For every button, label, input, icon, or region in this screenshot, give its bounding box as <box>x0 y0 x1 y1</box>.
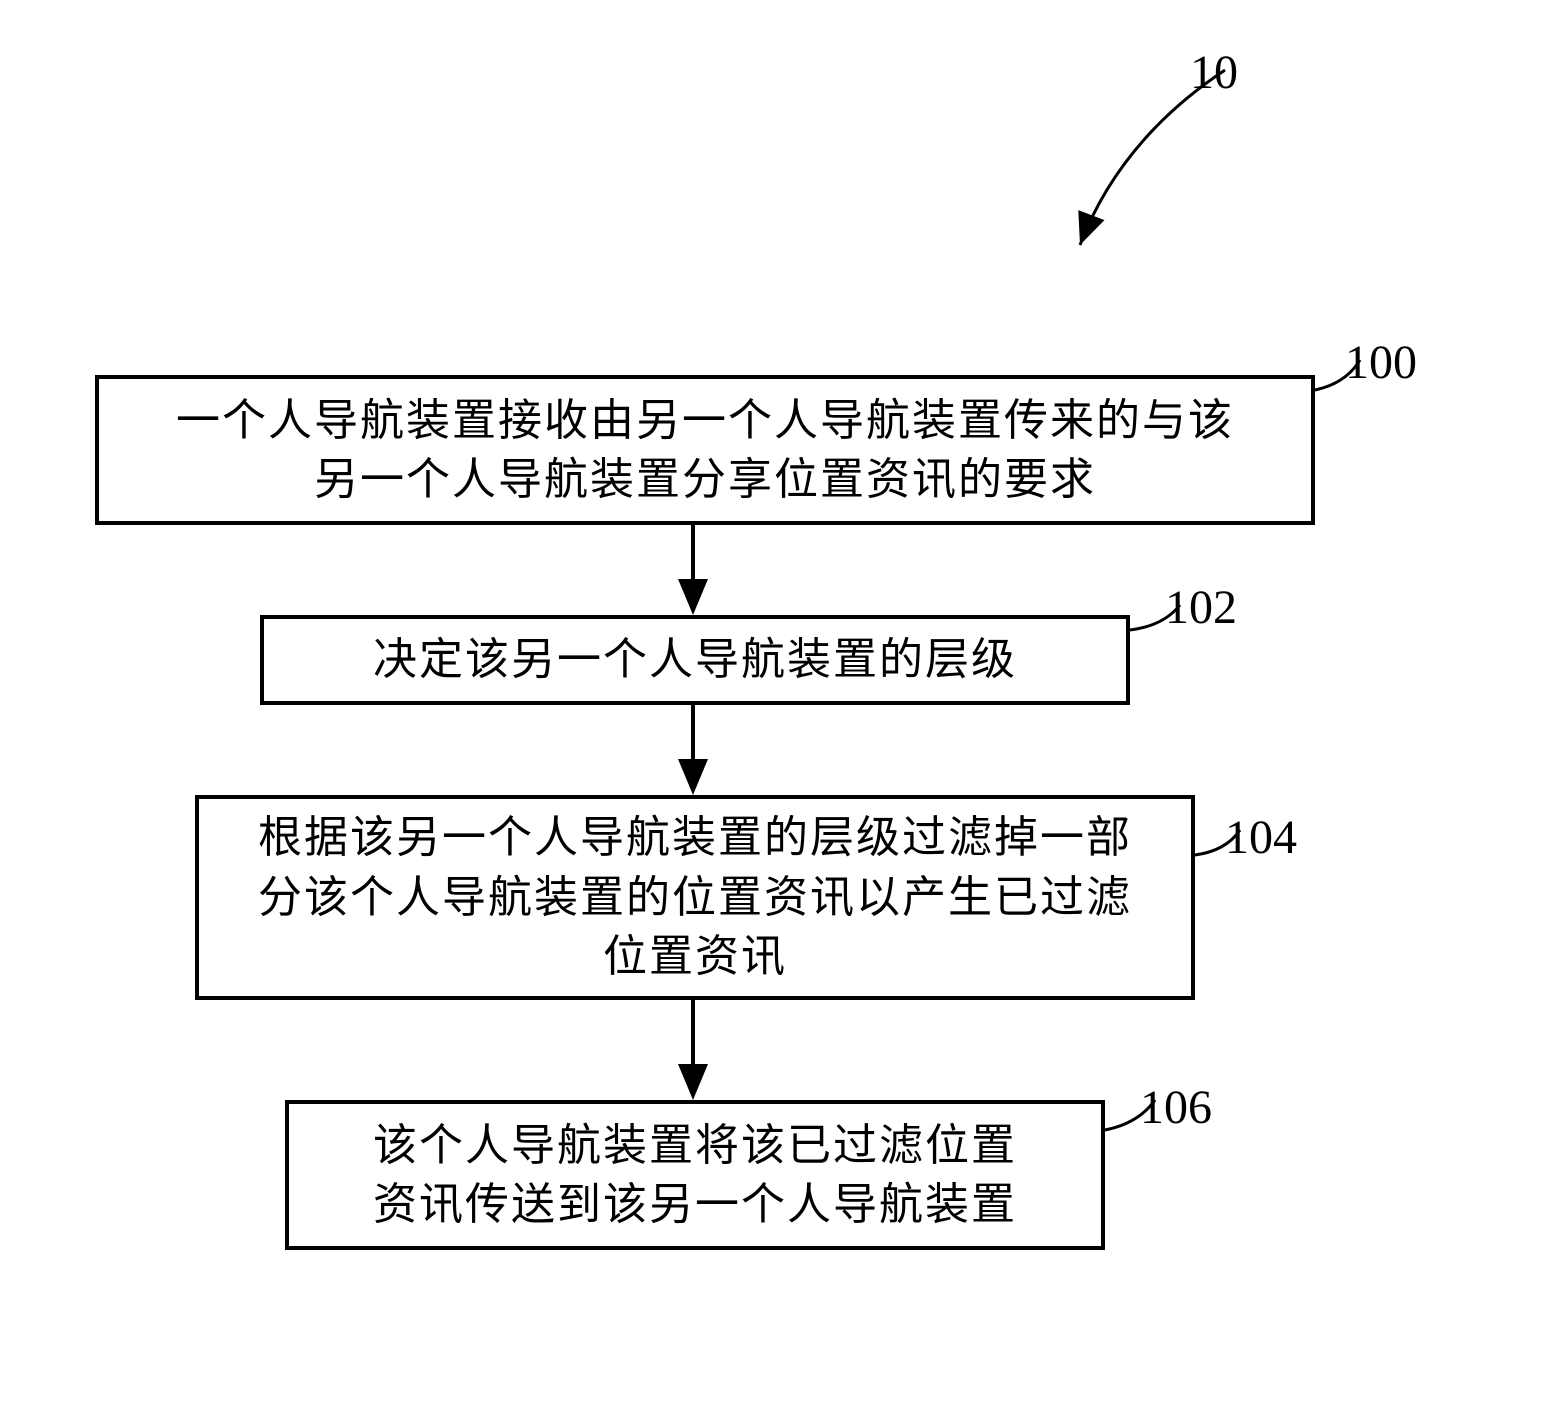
flow-arrow <box>0 0 1548 1411</box>
flowchart-canvas: 10 一个人导航装置接收由另一个人导航装置传来的与该另一个人导航装置分享位置资讯… <box>0 0 1548 1411</box>
